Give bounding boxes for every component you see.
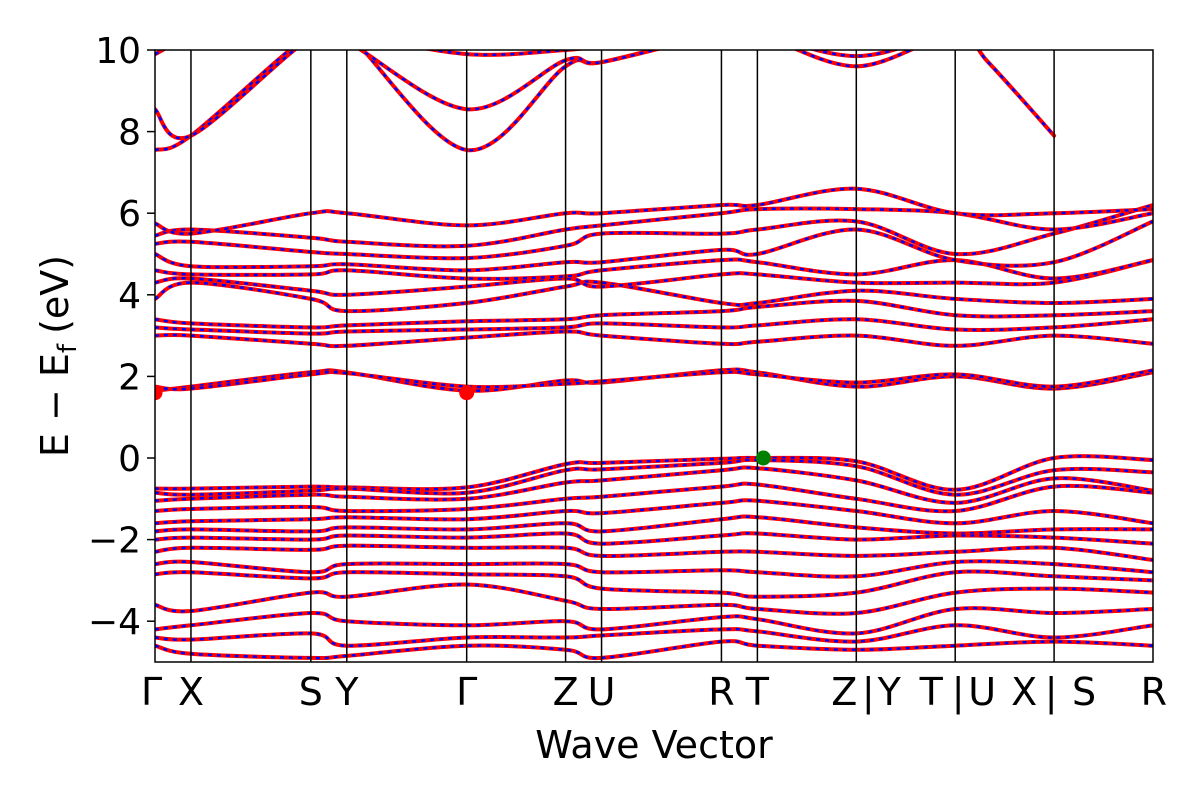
y-tick-label: 10	[95, 31, 141, 72]
kpoint-label: U	[968, 670, 996, 714]
y-tick-label: −4	[88, 602, 141, 643]
y-tick-label: 0	[118, 439, 141, 480]
kpoint-label: S	[299, 670, 323, 714]
cbm-marker-0	[155, 385, 163, 401]
kpoint-label: |	[952, 670, 965, 715]
kpoint-label: Γ	[456, 670, 477, 714]
kpoint-label: Z	[553, 670, 579, 714]
kpoint-labels: Γ X S Y Γ Z U R T Z | Y T | U X | S R	[141, 670, 1167, 715]
y-tick-label: 2	[118, 357, 141, 398]
kpoint-label: |	[1045, 670, 1058, 715]
vbm-marker-2	[755, 450, 771, 466]
kpoint-label: U	[588, 670, 616, 714]
plot-frame	[154, 49, 1154, 663]
y-tick-label: 4	[118, 276, 141, 317]
svg-text:E − Ef(eV): E − Ef (eV)	[33, 255, 83, 457]
y-axis-title: E − Ef (eV)	[33, 255, 83, 457]
y-tick-label: 8	[118, 113, 141, 154]
y-axis-ticks: −4 −2 0 2 4 6 8 10	[88, 31, 155, 643]
cbm-marker-1	[459, 385, 475, 401]
kpoint-label: X	[178, 670, 204, 714]
kpoint-label: Z	[831, 670, 857, 714]
x-axis-title: Wave Vector	[535, 723, 773, 767]
band-extrema	[155, 385, 771, 466]
y-axis-title-unit: (eV)	[33, 255, 77, 334]
y-axis-title-subscript: f	[53, 343, 83, 353]
kpoint-lines	[190, 50, 1055, 662]
y-tick-label: −2	[88, 521, 141, 562]
kpoint-label: Y	[877, 670, 902, 714]
kpoint-label: T	[919, 670, 944, 714]
kpoint-label: Y	[334, 670, 359, 714]
conduction-band-22-spin-down	[155, 220, 1153, 272]
y-axis-title-main: E − E	[33, 353, 77, 457]
kpoint-label: S	[1072, 670, 1096, 714]
kpoint-label: |	[862, 670, 875, 715]
kpoint-label: Γ	[141, 670, 162, 714]
kpoint-label: R	[708, 670, 734, 714]
kpoint-label: T	[745, 670, 770, 714]
y-tick-label: 6	[118, 194, 141, 235]
kpoint-label: X	[1011, 670, 1037, 714]
kpoint-label: R	[1141, 670, 1167, 714]
